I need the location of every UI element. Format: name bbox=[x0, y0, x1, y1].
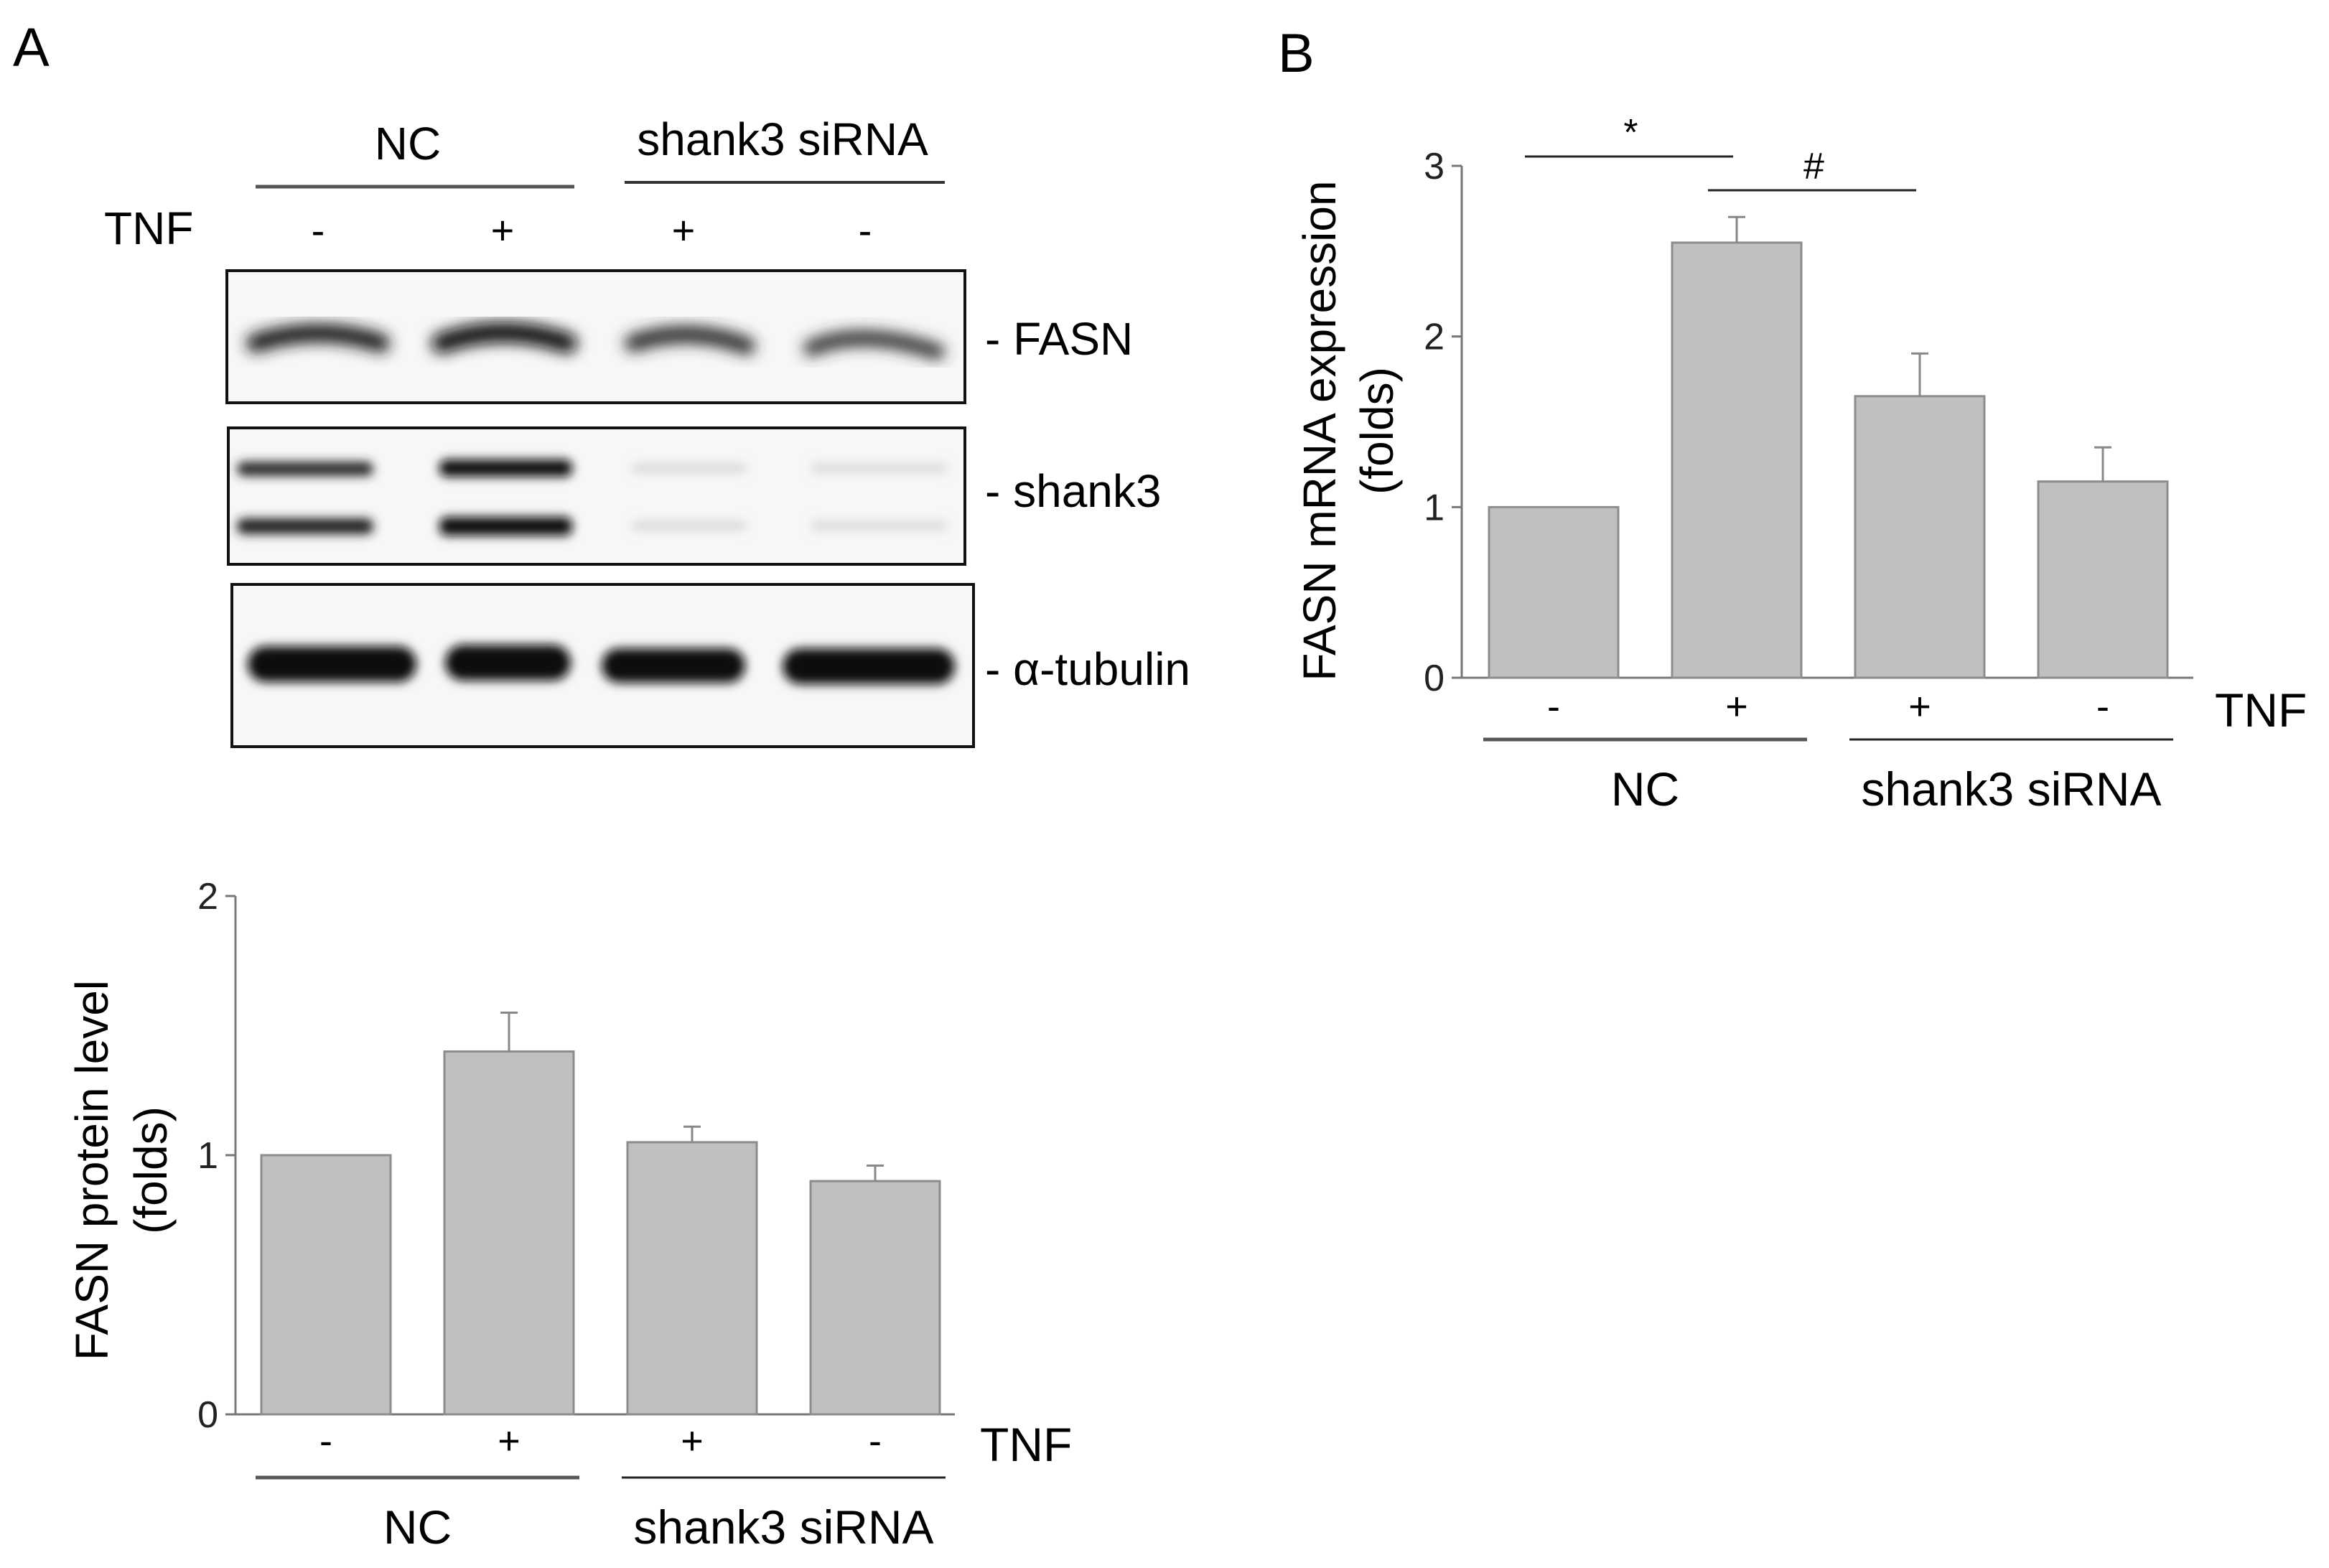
bar bbox=[260, 1154, 392, 1416]
bar bbox=[626, 1141, 758, 1416]
significance-label: * bbox=[1623, 112, 1638, 154]
bar bbox=[1854, 395, 1986, 679]
y-tick-label: 2 bbox=[197, 876, 218, 918]
chart-a-ylabel: FASN protein level bbox=[66, 980, 118, 1361]
group-label: NC bbox=[1611, 762, 1679, 816]
blot-band-shank3-label: - shank3 bbox=[985, 465, 1161, 517]
y-tick-label: 3 bbox=[1424, 146, 1444, 187]
blot-group-nc-label: NC bbox=[375, 118, 441, 169]
x-category-label: + bbox=[1908, 685, 1931, 728]
x-category-label: - bbox=[1547, 685, 1560, 728]
group-label: NC bbox=[383, 1501, 452, 1554]
group-label: shank3 siRNA bbox=[633, 1501, 933, 1554]
bar bbox=[2037, 480, 2169, 679]
chart-b-plot-area: 0 1 2 3 - + + - TNF NC shank3 siRNA * # bbox=[1424, 112, 2307, 816]
blot-band-fasn-label: - FASN bbox=[985, 313, 1133, 365]
bar bbox=[809, 1180, 941, 1416]
y-tick-label: 0 bbox=[197, 1394, 218, 1436]
panel-a-letter: A bbox=[13, 17, 50, 78]
group-label: shank3 siRNA bbox=[1861, 762, 2161, 816]
x-category-label: + bbox=[1725, 685, 1748, 728]
x-row-label: TNF bbox=[980, 1418, 1072, 1471]
x-category-label: - bbox=[2096, 685, 2109, 728]
blot-strip-fasn bbox=[225, 269, 966, 404]
blot-lane-4-sign: - bbox=[859, 207, 872, 253]
x-category-label: - bbox=[319, 1419, 332, 1462]
y-tick-label: 1 bbox=[197, 1135, 218, 1177]
chart-fasn-protein: FASN protein level (folds) 0 1 2 - + + - TNF NC s… bbox=[66, 876, 1072, 1554]
x-row-label: TNF bbox=[2215, 683, 2307, 737]
chart-b-ylabel: FASN mRNA expression bbox=[1294, 180, 1345, 681]
blot-lane-3-sign: + bbox=[672, 207, 696, 253]
x-category-label: + bbox=[498, 1419, 521, 1462]
blot-strip-shank3 bbox=[227, 426, 966, 566]
blot-band-tubulin-label: - α-tubulin bbox=[985, 643, 1190, 695]
x-category-label: + bbox=[681, 1419, 704, 1462]
western-blot: NC shank3 siRNA TNF - + + - - FASN bbox=[104, 113, 1190, 748]
significance-label: # bbox=[1803, 146, 1824, 187]
panel-b-letter: B bbox=[1278, 23, 1315, 84]
chart-b-ylabel-unit: (folds) bbox=[1351, 367, 1403, 495]
chart-a-ylabel-unit: (folds) bbox=[125, 1106, 177, 1234]
y-tick-label: 0 bbox=[1424, 658, 1444, 699]
y-tick-label: 2 bbox=[1424, 317, 1444, 358]
bar bbox=[1671, 241, 1803, 679]
chart-a-plot-area: 0 1 2 - + + - TNF NC shank3 siRNA bbox=[197, 876, 1072, 1554]
bar bbox=[443, 1050, 575, 1416]
blot-lane-2-sign: + bbox=[491, 207, 515, 253]
blot-tnf-label: TNF bbox=[104, 202, 193, 254]
x-category-label: - bbox=[869, 1419, 882, 1462]
blot-strip-tubulin bbox=[230, 583, 975, 748]
blot-group-sirna-label: shank3 siRNA bbox=[637, 113, 928, 165]
bar bbox=[1488, 505, 1620, 679]
blot-lane-1-sign: - bbox=[312, 207, 325, 253]
y-tick-label: 1 bbox=[1424, 487, 1444, 528]
chart-fasn-mrna: FASN mRNA expression (folds) 0 1 2 3 - + + - TNF… bbox=[1294, 112, 2307, 816]
